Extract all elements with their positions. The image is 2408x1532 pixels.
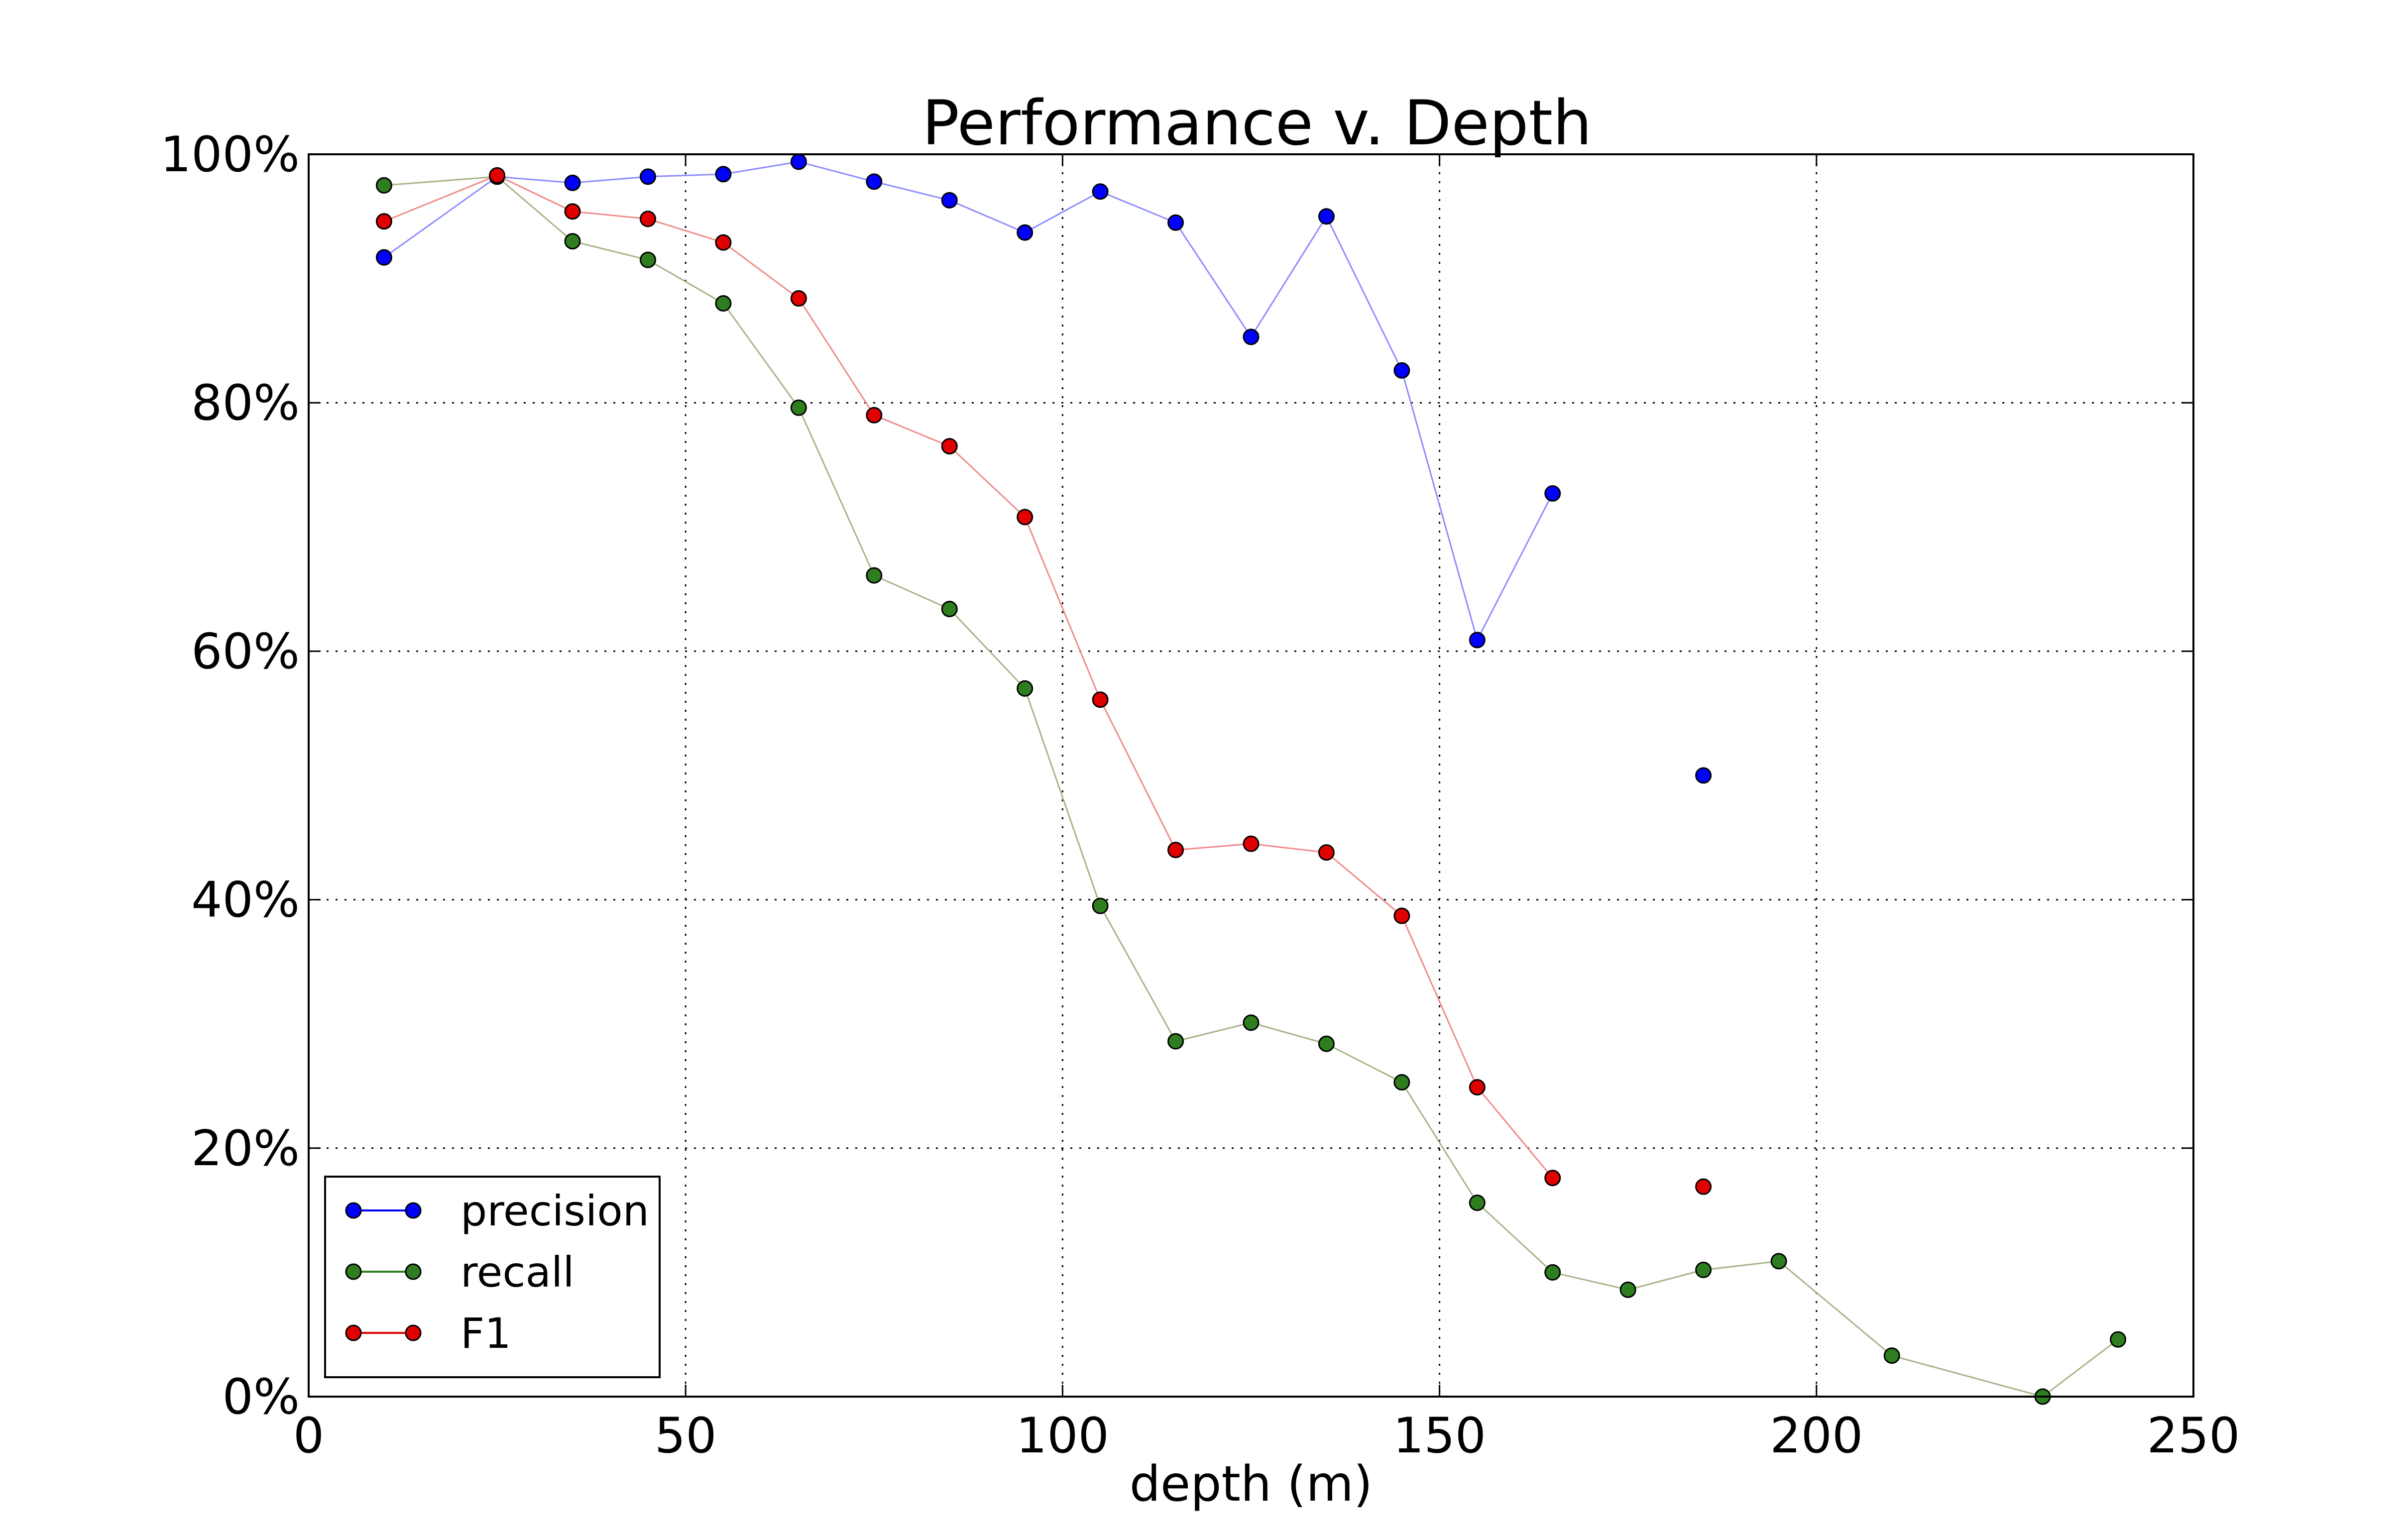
y-tick-label: 40% — [191, 872, 300, 929]
f1-point — [639, 211, 656, 227]
series-f1 — [375, 167, 1712, 1195]
axes: 0 50 100 150 200 250 0% 20% 40% 60% 80% 100% — [160, 126, 2240, 1464]
series-precision — [375, 153, 1712, 784]
precision-point — [941, 192, 958, 209]
f1-point — [375, 213, 392, 230]
precision-point — [1469, 632, 1486, 649]
legend-label-precision: precision — [460, 1187, 649, 1235]
f1-point — [1318, 844, 1335, 861]
y-tick-label: 100% — [160, 126, 300, 183]
recall-point — [1544, 1264, 1561, 1281]
f1-point — [1695, 1178, 1712, 1195]
f1-point — [715, 234, 732, 251]
recall-point — [1092, 897, 1109, 914]
f1-point — [1243, 835, 1260, 852]
f1-point — [790, 290, 807, 307]
precision-line — [383, 161, 1554, 643]
f1-line — [383, 174, 1553, 1179]
precision-point — [1243, 328, 1260, 345]
precision-point — [639, 168, 656, 185]
recall-point — [1619, 1281, 1636, 1298]
f1-point — [1469, 1079, 1486, 1095]
precision-point — [1544, 485, 1561, 502]
recall-point — [1167, 1033, 1184, 1050]
x-tick-label: 0 — [293, 1408, 324, 1464]
legend-marker-recall — [405, 1263, 422, 1280]
legend-label-f1: F1 — [460, 1309, 511, 1358]
recall-point — [941, 601, 958, 618]
legend-marker-recall — [345, 1263, 362, 1280]
recall-point — [1243, 1014, 1260, 1031]
precision-point — [1167, 214, 1184, 231]
legend-marker-f1 — [345, 1324, 362, 1341]
recall-point — [1770, 1253, 1787, 1270]
recall-point — [1017, 680, 1033, 697]
f1-point — [941, 438, 958, 455]
precision-point — [1695, 767, 1712, 784]
recall-point — [2110, 1331, 2127, 1348]
precision-point — [1318, 208, 1335, 225]
recall-point — [1469, 1195, 1486, 1211]
precision-point — [1393, 362, 1410, 379]
x-tick-label: 150 — [1393, 1408, 1486, 1464]
f1-point — [1393, 907, 1410, 924]
f1-point — [489, 167, 506, 184]
x-axis-label: depth (m) — [1130, 1456, 1373, 1513]
legend: precision recall F1 — [324, 1176, 661, 1378]
precision-point — [715, 166, 732, 183]
y-tick-label: 20% — [191, 1120, 300, 1177]
plot-frame — [308, 153, 2194, 1398]
f1-point — [1092, 691, 1109, 708]
y-tick-label: 60% — [191, 623, 300, 680]
recall-point — [1318, 1035, 1335, 1052]
recall-line — [384, 176, 2119, 1398]
grid — [309, 154, 2193, 1397]
y-tick-label: 80% — [191, 375, 300, 432]
precision-point — [866, 173, 883, 190]
recall-point — [375, 177, 392, 194]
legend-label-recall: recall — [460, 1248, 574, 1297]
recall-point — [1883, 1347, 1900, 1364]
recall-point — [866, 567, 883, 584]
x-tick-label: 200 — [1770, 1408, 1863, 1464]
precision-point — [375, 249, 392, 266]
x-tick-label: 50 — [655, 1408, 717, 1464]
legend-marker-precision — [345, 1202, 362, 1219]
f1-point — [866, 407, 883, 424]
recall-point — [564, 233, 581, 250]
y-tick-label: 0% — [223, 1369, 300, 1425]
recall-point — [1695, 1261, 1712, 1278]
f1-point — [1167, 842, 1184, 859]
recall-point — [1393, 1074, 1410, 1091]
f1-point — [1544, 1170, 1561, 1187]
chart-title: Performance v. Depth — [922, 88, 1592, 159]
precision-point — [790, 153, 807, 170]
recall-point — [639, 251, 656, 268]
precision-point — [1017, 224, 1033, 241]
f1-point — [1017, 509, 1033, 526]
recall-point — [790, 399, 807, 416]
f1-point — [564, 203, 581, 220]
legend-marker-precision — [405, 1202, 422, 1219]
recall-point — [715, 295, 732, 312]
x-tick-label: 100 — [1016, 1408, 1109, 1464]
precision-point — [1092, 183, 1109, 200]
legend-marker-f1 — [405, 1324, 422, 1341]
x-tick-label: 250 — [2147, 1408, 2240, 1464]
precision-point — [564, 174, 581, 191]
